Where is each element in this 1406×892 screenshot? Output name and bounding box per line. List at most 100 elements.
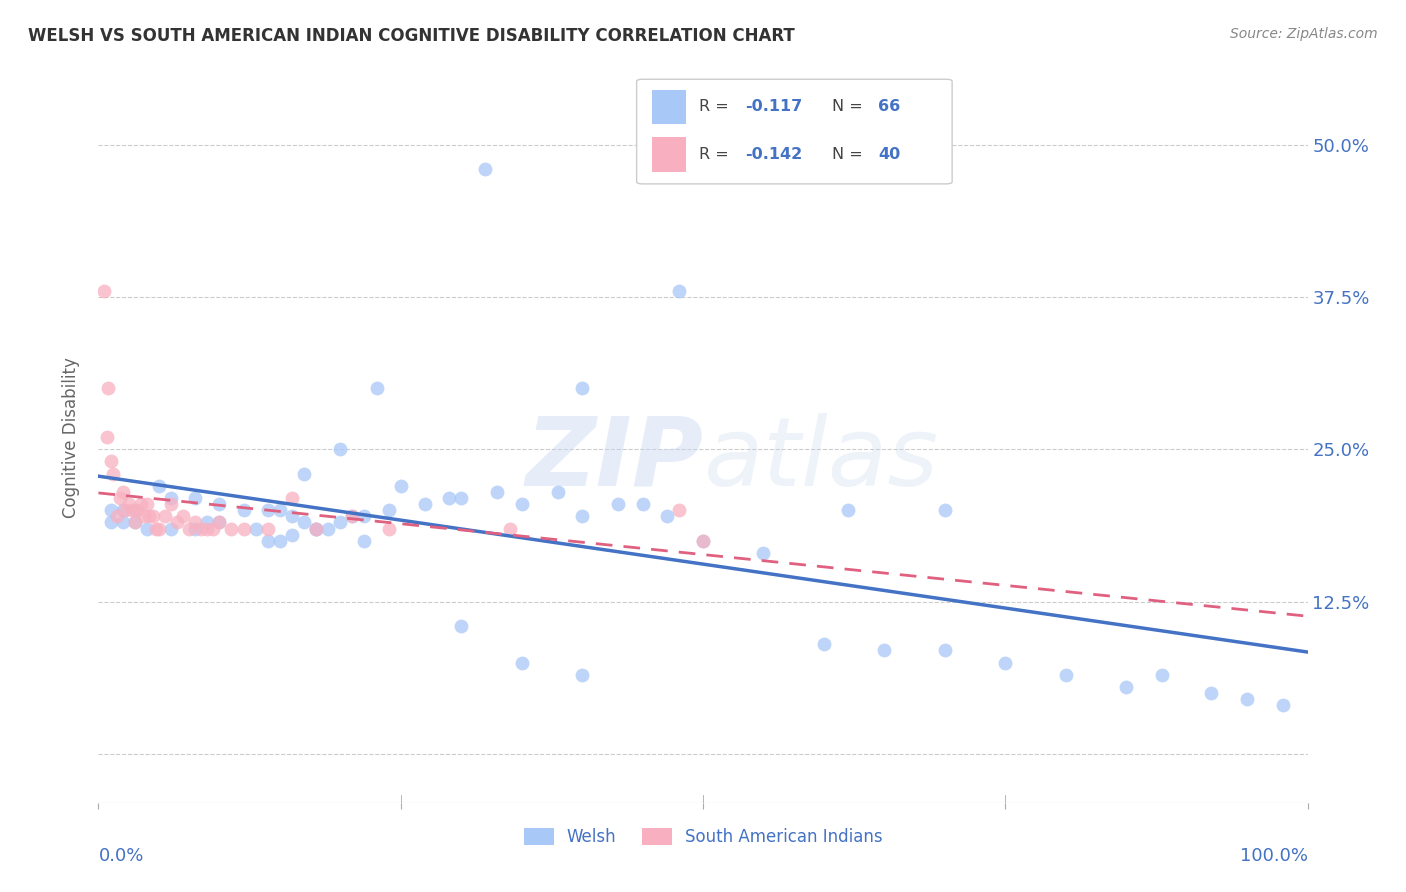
- Point: [166, 516, 188, 530]
- Point: [135, 521, 157, 535]
- Point: [329, 516, 352, 530]
- Point: [100, 503, 122, 517]
- Point: [232, 521, 254, 535]
- Point: [232, 503, 254, 517]
- Point: [114, 503, 136, 517]
- Point: [474, 161, 496, 176]
- Point: [190, 521, 212, 535]
- Point: [221, 521, 243, 535]
- Point: [873, 643, 896, 657]
- Text: 40: 40: [877, 146, 900, 161]
- Point: [101, 467, 124, 481]
- Text: R =: R =: [699, 99, 734, 114]
- Point: [437, 491, 460, 505]
- Text: -0.142: -0.142: [745, 146, 803, 161]
- Text: -0.117: -0.117: [745, 99, 803, 114]
- Point: [389, 479, 412, 493]
- Point: [202, 521, 225, 535]
- Point: [100, 454, 122, 468]
- Point: [316, 521, 339, 535]
- Point: [97, 381, 120, 395]
- Point: [145, 521, 167, 535]
- Point: [160, 491, 183, 505]
- Point: [111, 485, 134, 500]
- Point: [353, 533, 375, 548]
- Point: [111, 516, 134, 530]
- Point: [124, 503, 146, 517]
- Point: [342, 509, 364, 524]
- Point: [134, 509, 156, 524]
- Point: [281, 509, 304, 524]
- Point: [668, 284, 690, 298]
- Point: [377, 521, 399, 535]
- Point: [571, 667, 593, 681]
- Point: [93, 284, 115, 298]
- Point: [547, 485, 569, 500]
- Point: [208, 516, 231, 530]
- Point: [269, 533, 291, 548]
- Point: [571, 381, 593, 395]
- Point: [342, 509, 364, 524]
- Point: [124, 516, 146, 530]
- Point: [571, 509, 593, 524]
- Text: ZIP: ZIP: [524, 412, 703, 506]
- Point: [752, 546, 775, 560]
- Point: [105, 509, 128, 524]
- Point: [208, 516, 231, 530]
- Point: [184, 491, 207, 505]
- Point: [813, 637, 835, 651]
- Point: [1152, 667, 1174, 681]
- Point: [486, 485, 509, 500]
- FancyBboxPatch shape: [652, 136, 686, 171]
- Point: [127, 503, 149, 517]
- Point: [1199, 686, 1222, 700]
- Point: [292, 467, 315, 481]
- Text: 66: 66: [877, 99, 900, 114]
- Point: [329, 442, 352, 457]
- Point: [281, 491, 304, 505]
- Point: [269, 503, 291, 517]
- Point: [510, 656, 533, 670]
- Point: [121, 503, 143, 517]
- Point: [142, 509, 165, 524]
- Point: [413, 497, 436, 511]
- Point: [934, 503, 956, 517]
- Point: [148, 521, 170, 535]
- Point: [108, 491, 131, 505]
- Point: [668, 503, 690, 517]
- Point: [135, 497, 157, 511]
- Point: [172, 509, 194, 524]
- Point: [129, 497, 152, 511]
- Text: R =: R =: [699, 146, 734, 161]
- Point: [96, 430, 118, 444]
- Point: [160, 497, 183, 511]
- Text: 0.0%: 0.0%: [98, 847, 143, 864]
- Point: [1272, 698, 1295, 713]
- Point: [450, 491, 472, 505]
- Point: [305, 521, 328, 535]
- Text: WELSH VS SOUTH AMERICAN INDIAN COGNITIVE DISABILITY CORRELATION CHART: WELSH VS SOUTH AMERICAN INDIAN COGNITIVE…: [28, 27, 794, 45]
- Point: [366, 381, 388, 395]
- Point: [607, 497, 630, 511]
- Text: N =: N =: [831, 99, 868, 114]
- Point: [1115, 680, 1137, 694]
- Point: [305, 521, 328, 535]
- Point: [1054, 667, 1077, 681]
- Point: [631, 497, 654, 511]
- Point: [148, 479, 170, 493]
- Text: atlas: atlas: [703, 412, 938, 506]
- Point: [1236, 692, 1258, 706]
- Point: [100, 516, 122, 530]
- Legend: Welsh, South American Indians: Welsh, South American Indians: [517, 822, 889, 853]
- Point: [292, 516, 315, 530]
- Point: [305, 521, 328, 535]
- Point: [179, 521, 201, 535]
- Point: [692, 533, 714, 548]
- Point: [118, 497, 141, 511]
- Point: [111, 503, 134, 517]
- Point: [510, 497, 533, 511]
- FancyBboxPatch shape: [637, 79, 952, 184]
- Point: [256, 503, 278, 517]
- Point: [353, 509, 375, 524]
- Point: [184, 521, 207, 535]
